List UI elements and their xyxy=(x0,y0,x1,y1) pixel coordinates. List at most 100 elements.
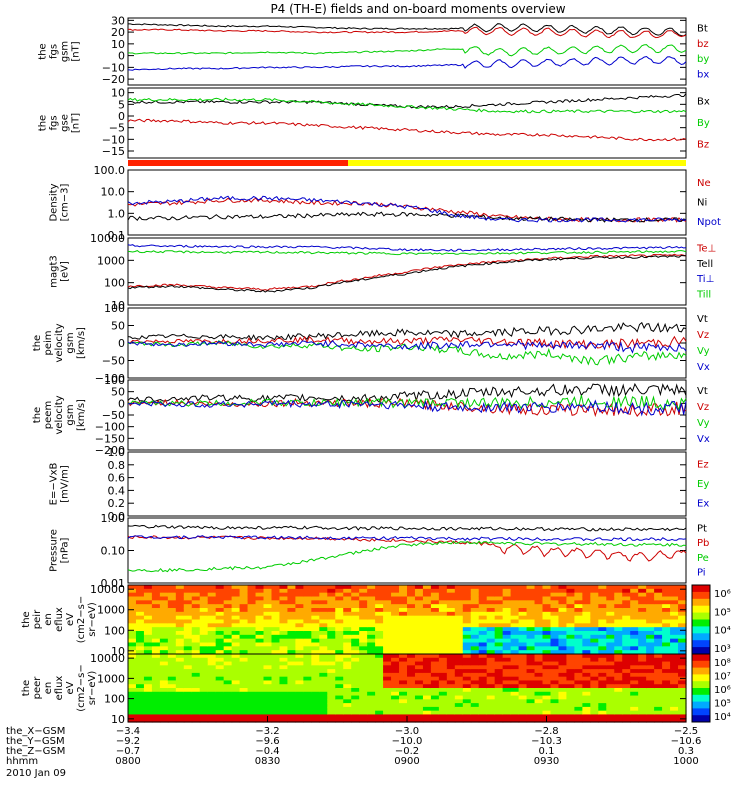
heatmap-cell xyxy=(502,669,512,674)
heatmap-cell xyxy=(303,654,312,659)
heatmap-cell xyxy=(646,611,655,617)
heatmap-cell xyxy=(598,714,607,719)
heatmap-cell xyxy=(159,619,169,624)
heatmap-cell xyxy=(199,611,209,617)
colorbar-segment xyxy=(692,591,710,600)
heatmap-cell xyxy=(566,714,575,719)
heatmap-cell xyxy=(239,615,249,621)
heatmap-cell xyxy=(399,642,408,647)
heatmap-cell xyxy=(167,684,177,689)
heatmap-cell xyxy=(231,588,241,594)
heatmap-cell xyxy=(662,699,671,704)
series-line-by xyxy=(127,44,687,57)
heatmap-cell xyxy=(383,699,392,704)
heatmap-cell xyxy=(422,661,432,666)
heatmap-cell xyxy=(128,638,137,644)
heatmap-cell xyxy=(654,592,663,598)
heatmap-cell xyxy=(239,646,249,651)
heatmap-cell xyxy=(542,654,552,659)
heatmap-cell xyxy=(351,657,360,663)
heatmap-cell xyxy=(446,604,456,609)
heatmap-cell xyxy=(223,615,233,621)
heatmap-cell xyxy=(582,627,591,632)
heatmap-cell xyxy=(566,596,575,601)
heatmap-cell xyxy=(454,650,464,655)
heatmap-cell xyxy=(430,703,440,708)
heatmap-cell xyxy=(414,688,424,693)
heatmap-cell xyxy=(414,661,424,666)
y-tick-label: 0.01 xyxy=(101,577,126,590)
heatmap-cell xyxy=(183,703,193,708)
heatmap-cell xyxy=(375,714,384,719)
heatmap-cell xyxy=(279,638,289,644)
heatmap-cell xyxy=(399,714,408,719)
heatmap-cell xyxy=(375,627,384,632)
heatmap-cell xyxy=(558,611,568,617)
heatmap-cell xyxy=(454,611,464,617)
heatmap-cell xyxy=(383,669,392,674)
heatmap-cell xyxy=(678,615,687,621)
heatmap-cell xyxy=(446,608,456,613)
heatmap-cell xyxy=(494,718,504,723)
y-tick-label: −100 xyxy=(95,421,125,434)
legend-Ne: Ne xyxy=(697,178,711,189)
heatmap-cell xyxy=(454,661,464,666)
heatmap-cell xyxy=(542,600,552,605)
heatmap-cell xyxy=(407,631,416,636)
heatmap-cell xyxy=(391,604,400,609)
heatmap-cell xyxy=(311,600,320,605)
heatmap-cell xyxy=(375,646,384,651)
heatmap-cell xyxy=(478,623,488,628)
heatmap-cell xyxy=(343,615,352,621)
heatmap-cell xyxy=(518,688,528,693)
colorbar-tick-label: 10⁵ xyxy=(714,607,731,618)
heatmap-cell xyxy=(446,654,456,659)
heatmap-cell xyxy=(534,600,544,605)
heatmap-cell xyxy=(128,592,137,598)
series-line-Vz xyxy=(127,335,687,351)
heatmap-cell xyxy=(407,642,416,647)
heatmap-cell xyxy=(446,665,456,670)
heatmap-cell xyxy=(151,604,161,609)
heatmap-cell xyxy=(446,680,456,685)
heatmap-cell xyxy=(582,631,591,636)
heatmap-cell xyxy=(542,699,552,704)
heatmap-cell xyxy=(438,680,448,685)
heatmap-cell xyxy=(351,623,360,628)
heatmap-cell xyxy=(175,585,185,590)
heatmap-cell xyxy=(383,634,392,640)
heatmap-cell xyxy=(239,585,249,590)
heatmap-cell xyxy=(654,703,663,708)
heatmap-cell xyxy=(646,585,655,590)
heatmap-cell xyxy=(183,646,193,651)
heatmap-cell xyxy=(151,695,161,700)
heatmap-cell xyxy=(614,608,623,613)
heatmap-cell xyxy=(311,703,320,708)
colorbar-segment xyxy=(692,667,710,675)
heatmap-cell xyxy=(414,608,424,613)
heatmap-cell xyxy=(678,714,687,719)
heatmap-cell xyxy=(303,650,312,655)
heatmap-cell xyxy=(614,623,623,628)
heatmap-cell xyxy=(207,631,217,636)
heatmap-cell xyxy=(454,657,464,663)
heatmap-cell xyxy=(351,638,360,644)
y-tick-label: −50 xyxy=(102,355,125,368)
heatmap-cell xyxy=(422,672,432,678)
heatmap-cell xyxy=(510,596,520,601)
heatmap-cell xyxy=(327,695,336,700)
heatmap-cell xyxy=(215,654,225,659)
heatmap-cell xyxy=(622,680,631,685)
heatmap-cell xyxy=(327,608,336,613)
heatmap-cell xyxy=(231,688,241,693)
heatmap-cell xyxy=(407,703,416,708)
heatmap-cell xyxy=(128,714,137,719)
heatmap-cell xyxy=(295,596,304,601)
heatmap-cell xyxy=(630,710,639,716)
heatmap-cell xyxy=(662,646,671,651)
heatmap-cell xyxy=(542,657,552,663)
heatmap-cell xyxy=(622,634,631,640)
heatmap-cell xyxy=(486,623,496,628)
heatmap-cell xyxy=(502,672,512,678)
heatmap-cell xyxy=(518,669,528,674)
